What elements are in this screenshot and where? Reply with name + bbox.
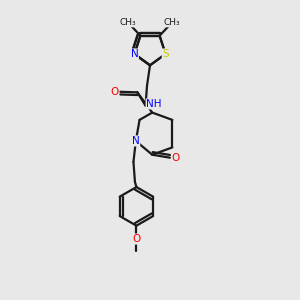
Text: N: N xyxy=(130,49,138,59)
Text: S: S xyxy=(162,49,169,59)
Text: CH₃: CH₃ xyxy=(164,18,180,27)
Text: O: O xyxy=(111,87,119,97)
Text: O: O xyxy=(171,153,179,163)
Text: NH: NH xyxy=(146,99,162,109)
Text: CH₃: CH₃ xyxy=(120,18,136,27)
Text: N: N xyxy=(132,136,140,146)
Text: O: O xyxy=(132,234,141,244)
